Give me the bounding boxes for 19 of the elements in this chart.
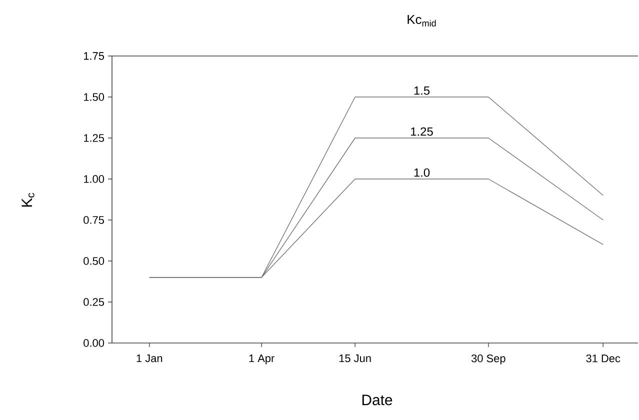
y-tick-label: 1.25 xyxy=(84,134,104,142)
series-label: 1.5 xyxy=(414,86,430,95)
series-label: 1.25 xyxy=(411,127,433,136)
legend-title: Kc$_{mid}$ xyxy=(408,15,436,26)
y-tick-label: 0.00 xyxy=(84,339,104,347)
x-tick-label: 15 Jun xyxy=(339,354,371,362)
y-tick-label: 0.50 xyxy=(84,257,104,265)
x-axis-title: Date xyxy=(362,394,392,406)
y-tick-label: 0.25 xyxy=(84,298,104,306)
y-tick-label: 0.75 xyxy=(84,216,104,224)
x-tick-label: 31 Dec xyxy=(586,354,620,362)
y-tick-label: 1.50 xyxy=(84,93,104,101)
series-label: 1.0 xyxy=(414,168,430,177)
y-axis-title: K$_{c}$ xyxy=(22,192,34,207)
y-tick-label: 1.75 xyxy=(84,52,104,60)
y-tick-label: 1.00 xyxy=(84,175,104,183)
x-tick-label: 1 Apr xyxy=(249,354,274,364)
x-tick-label: 30 Sep xyxy=(471,354,506,364)
x-tick-label: 1 Jan xyxy=(136,354,162,362)
